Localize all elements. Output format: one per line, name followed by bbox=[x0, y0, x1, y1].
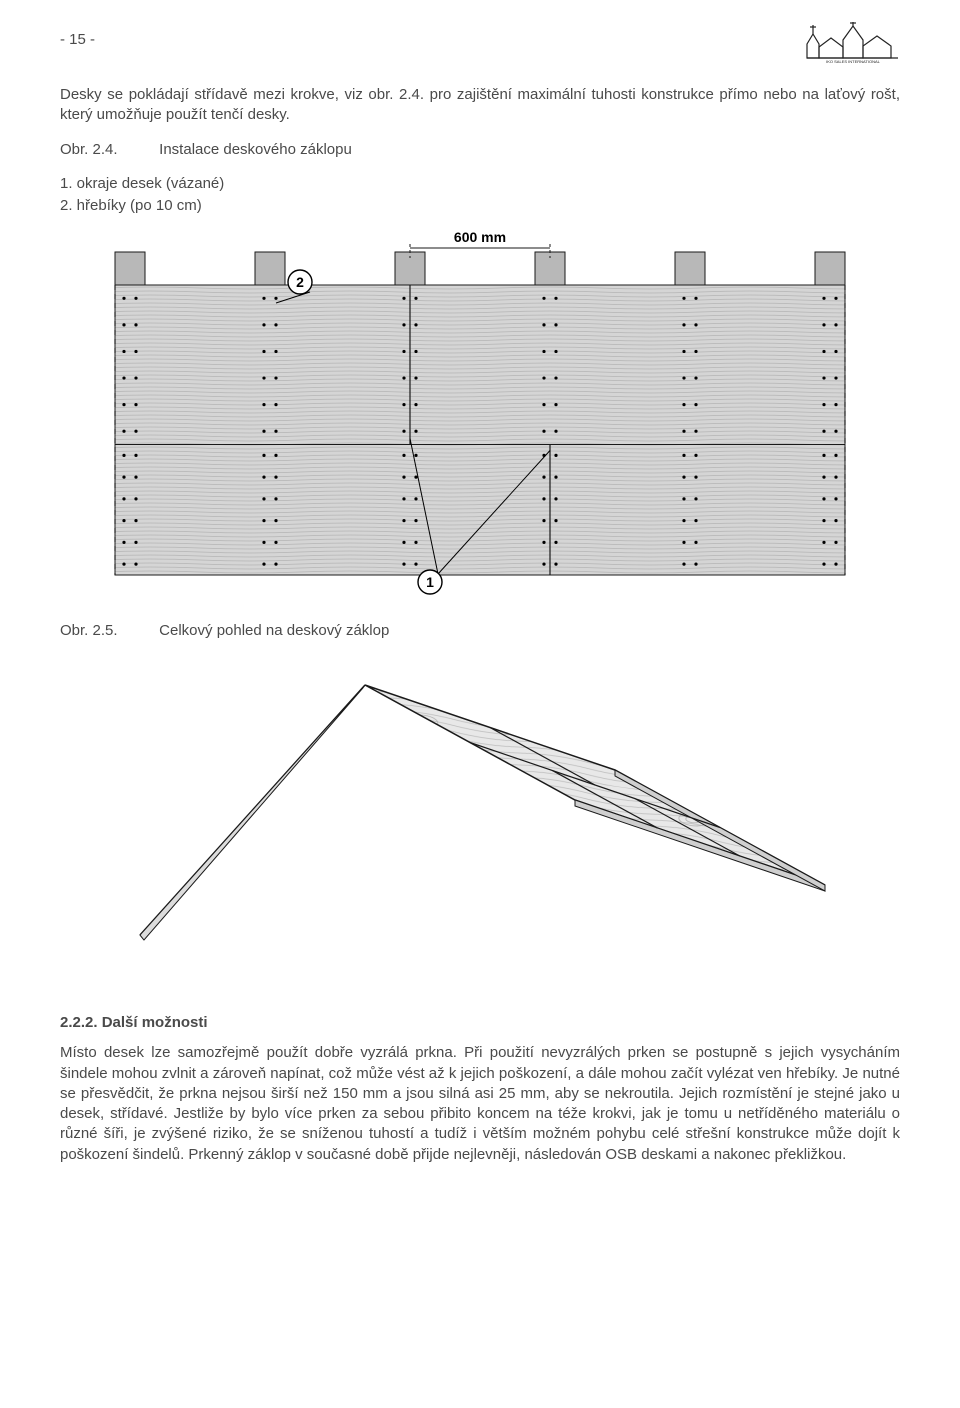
legend-item-2: 2. hřebíky (po 10 cm) bbox=[60, 196, 900, 216]
svg-text:2: 2 bbox=[296, 274, 304, 290]
caption-25-text: Celkový pohled na deskový záklop bbox=[159, 622, 389, 639]
caption-24-label: Obr. 2.4. bbox=[60, 140, 155, 160]
svg-text:IKO SALES INTERNATIONAL: IKO SALES INTERNATIONAL bbox=[826, 59, 880, 64]
logo: IKO SALES INTERNATIONAL bbox=[805, 20, 900, 71]
svg-text:600 mm: 600 mm bbox=[454, 230, 506, 245]
subheading: 2.2.2. Další možnosti bbox=[60, 1013, 900, 1033]
legend: 1. okraje desek (vázané) 2. hřebíky (po … bbox=[60, 174, 900, 217]
figure-caption-25: Obr. 2.5. Celkový pohled na deskový zákl… bbox=[60, 621, 900, 641]
intro-paragraph: Desky se pokládají střídavě mezi krokve,… bbox=[60, 85, 900, 126]
figure-caption-24: Obr. 2.4. Instalace deskového záklopu bbox=[60, 140, 900, 160]
page-number: - 15 - bbox=[60, 30, 95, 50]
body-paragraph: Místo desek lze samozřejmě použít dobře … bbox=[60, 1043, 900, 1165]
figure-1: 600 mm 2 1 bbox=[60, 230, 900, 606]
legend-item-1: 1. okraje desek (vázané) bbox=[60, 174, 900, 194]
caption-25-label: Obr. 2.5. bbox=[60, 621, 155, 641]
caption-24-text: Instalace deskového záklopu bbox=[159, 141, 352, 158]
figure-2 bbox=[60, 655, 900, 991]
svg-text:1: 1 bbox=[426, 574, 434, 590]
